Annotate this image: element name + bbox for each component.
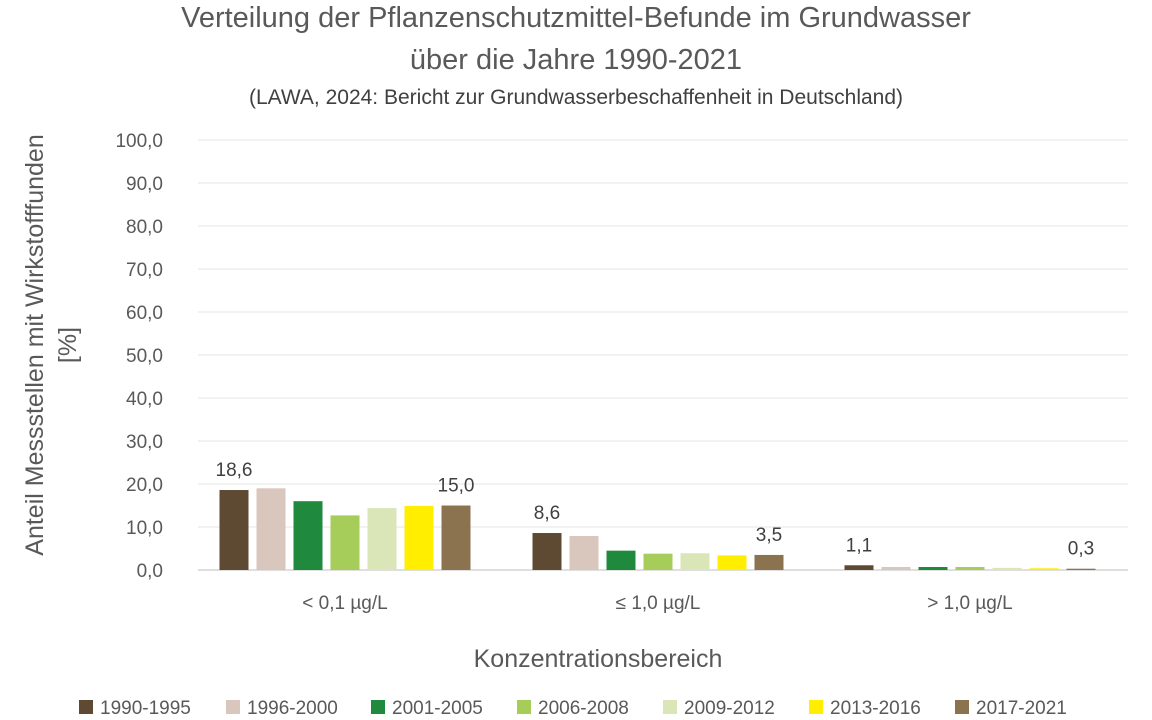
bar-2006-2008-cat2 [955,566,985,570]
y-tick-label: 50,0 [126,346,163,367]
y-tick-label: 70,0 [126,260,163,281]
y-tick-label: 90,0 [126,174,163,195]
y-tick-label: 10,0 [126,518,163,539]
legend-item-2009-2012: 2009-2012 [663,698,775,719]
bar-2009-2012-cat2 [992,567,1022,570]
y-tick-label: 40,0 [126,389,163,410]
y-axis-title-line1: Anteil Messstellen mit Wirkstofffunden [21,134,49,555]
legend-item-1990-1995: 1990-1995 [79,698,191,719]
y-axis-ticks: 0,0 10,0 20,0 30,0 40,0 50,0 60,0 70,0 80,0 90,0 1… [115,131,163,582]
bar-2001-2005-cat2 [918,566,948,570]
legend-swatch [663,700,677,714]
data-label: 0,3 [1068,539,1094,560]
data-labels: 18,6 15,0 8,6 3,5 1,1 0,3 [216,460,1095,560]
legend-swatch [79,700,93,714]
data-label: 18,6 [216,460,253,481]
bars [219,488,1096,570]
data-label: 1,1 [846,535,872,556]
legend-label: 1996-2000 [247,698,338,719]
legend-swatch [226,700,240,714]
legend-swatch [371,700,385,714]
y-tick-label: 0,0 [137,561,163,582]
legend-item-1996-2000: 1996-2000 [226,698,338,719]
chart-subtitle: (LAWA, 2024: Bericht zur Grundwasserbesc… [249,86,903,109]
y-axis-title-line2: [%] [54,327,82,363]
bar-2017-2021-cat0 [441,505,471,570]
x-category-label: > 1,0 µg/L [927,593,1012,614]
chart-title-line1: Verteilung der Pflanzenschutzmittel-Befu… [181,2,971,34]
bar-2013-2016-cat0 [404,505,434,570]
legend-swatch [809,700,823,714]
data-label: 8,6 [534,503,560,524]
bar-2001-2005-cat1 [606,550,636,570]
y-tick-label: 80,0 [126,217,163,238]
bar-2013-2016-cat1 [717,555,747,570]
bar-2009-2012-cat1 [680,553,710,570]
y-axis-title: Anteil Messstellen mit Wirkstofffunden [… [21,134,82,555]
legend-label: 2009-2012 [684,698,775,719]
x-category-label: ≤ 1,0 µg/L [616,593,701,614]
data-label: 15,0 [438,476,475,497]
chart-title-line2: über die Jahre 1990-2021 [410,44,742,76]
legend-label: 2006-2008 [538,698,629,719]
legend-label: 2001-2005 [392,698,483,719]
bar-1996-2000-cat2 [881,566,911,570]
legend-label: 1990-1995 [100,698,191,719]
bar-1996-2000-cat0 [256,488,286,570]
legend-swatch [517,700,531,714]
data-label: 3,5 [756,525,782,546]
x-axis-categories: < 0,1 µg/L ≤ 1,0 µg/L > 1,0 µg/L [302,593,1012,614]
legend-label: 2017-2021 [976,698,1067,719]
bar-2009-2012-cat0 [367,508,397,570]
bar-1990-1995-cat1 [532,533,562,570]
legend: 1990-1995 1996-2000 2001-2005 2006-2008 2009… [79,698,1067,719]
y-tick-label: 100,0 [115,131,163,152]
gridlines [198,139,1128,571]
x-category-label: < 0,1 µg/L [302,593,387,614]
y-tick-label: 20,0 [126,475,163,496]
bar-2017-2021-cat1 [754,554,784,570]
bar-2006-2008-cat0 [330,515,360,570]
bar-2013-2016-cat2 [1029,568,1059,570]
bar-1990-1995-cat2 [844,565,874,570]
y-tick-label: 30,0 [126,432,163,453]
legend-label: 2013-2016 [830,698,921,719]
bar-2001-2005-cat0 [293,501,323,570]
legend-item-2006-2008: 2006-2008 [517,698,629,719]
y-tick-label: 60,0 [126,303,163,324]
bar-1996-2000-cat1 [569,536,599,570]
bar-1990-1995-cat0 [219,490,249,570]
legend-swatch [955,700,969,714]
legend-item-2017-2021: 2017-2021 [955,698,1067,719]
legend-item-2013-2016: 2013-2016 [809,698,921,719]
bar-2006-2008-cat1 [643,553,673,570]
legend-item-2001-2005: 2001-2005 [371,698,483,719]
x-axis-title: Konzentrationsbereich [474,645,723,673]
bar-2017-2021-cat2 [1066,568,1096,570]
